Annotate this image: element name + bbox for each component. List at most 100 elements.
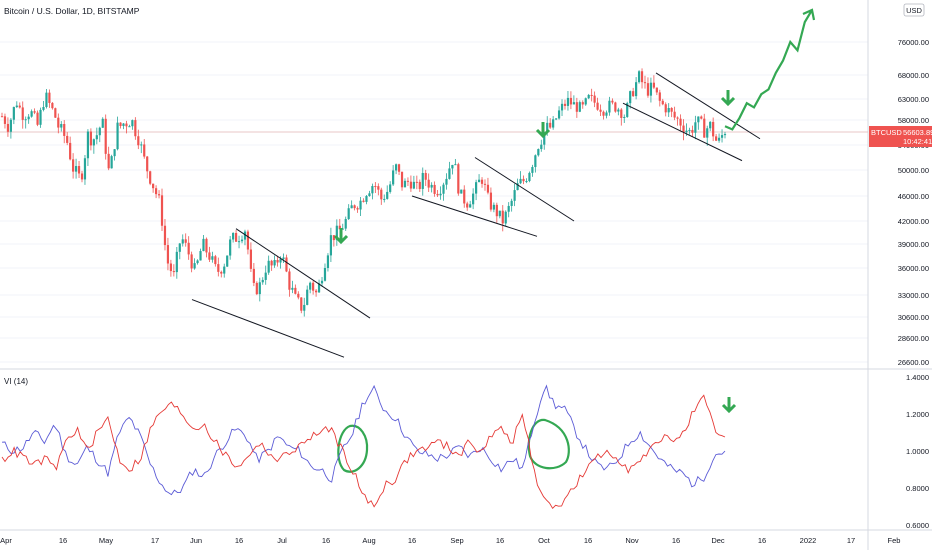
candle xyxy=(442,182,445,201)
candle xyxy=(720,129,724,143)
candle xyxy=(394,163,398,175)
vi-axis[interactable]: 0.6000 0.8000 1.0000 1.2000 1.4000 xyxy=(906,373,929,530)
candle xyxy=(98,126,101,143)
channel-upper-line[interactable] xyxy=(474,157,575,222)
candlestick-series[interactable] xyxy=(0,68,727,317)
price-tick-label: 58000.00 xyxy=(898,116,929,125)
candle xyxy=(430,182,433,193)
candle xyxy=(39,107,42,128)
candle xyxy=(54,107,57,118)
candle xyxy=(368,190,371,197)
candle xyxy=(291,280,294,294)
candle xyxy=(0,112,4,118)
candle xyxy=(125,120,128,134)
projection-arrow-line[interactable] xyxy=(724,9,813,131)
candle xyxy=(30,109,33,118)
candle xyxy=(534,154,537,173)
candle xyxy=(386,185,389,200)
candle xyxy=(51,102,54,110)
candle xyxy=(193,258,196,270)
vi-tick-label: 0.6000 xyxy=(906,521,929,530)
candle xyxy=(596,97,599,111)
vi-plus-line[interactable] xyxy=(1,384,726,496)
candle xyxy=(226,255,229,268)
candle xyxy=(424,169,427,186)
time-axis[interactable]: Apr 16 May 17 Jun 16 Jul 16 Aug 16 Sep 16 Oct 16 Nov 16… xyxy=(0,536,900,545)
candle xyxy=(258,277,261,302)
candle xyxy=(682,119,685,141)
price-tick-label: 26600.00 xyxy=(898,358,929,367)
candle xyxy=(572,95,575,105)
currency-label: USD xyxy=(906,6,922,15)
trend-channel-lines[interactable] xyxy=(191,72,761,358)
candle xyxy=(389,181,392,194)
candle xyxy=(232,232,235,243)
candle xyxy=(549,118,552,129)
vi-minus-line[interactable] xyxy=(1,394,726,510)
candle xyxy=(569,91,573,110)
candle xyxy=(208,246,211,262)
candle xyxy=(312,280,315,295)
candle xyxy=(137,129,140,150)
candle xyxy=(635,77,638,100)
candle xyxy=(581,100,584,109)
candle xyxy=(637,70,641,84)
candle xyxy=(234,229,238,242)
time-tick-label: Feb xyxy=(888,536,901,545)
candle xyxy=(480,177,484,188)
candle xyxy=(593,91,596,108)
candle xyxy=(341,223,344,230)
channel-upper-line[interactable] xyxy=(235,228,371,319)
vortex-indicator-lines[interactable] xyxy=(1,384,726,510)
price-tick-label: 46000.00 xyxy=(898,192,929,201)
candle xyxy=(154,185,158,199)
candle xyxy=(406,177,410,186)
candle xyxy=(184,233,187,247)
currency-button[interactable]: USD xyxy=(903,3,925,17)
indicator-label[interactable]: VI (14) xyxy=(4,377,28,386)
candle xyxy=(190,251,193,273)
candle xyxy=(673,106,676,121)
price-tag-value: 56603.89 xyxy=(903,128,932,137)
candle xyxy=(563,99,567,110)
candle xyxy=(409,175,413,192)
candle xyxy=(469,200,472,208)
channel-lower-line[interactable] xyxy=(411,195,538,237)
channel-lower-line[interactable] xyxy=(191,299,345,358)
candle xyxy=(486,177,490,195)
candle xyxy=(101,117,104,128)
channel-lower-line[interactable] xyxy=(622,102,743,162)
candle xyxy=(436,190,439,198)
candle xyxy=(646,77,650,98)
candle xyxy=(122,122,125,130)
time-tick-label: Sep xyxy=(450,536,463,545)
candle xyxy=(575,97,578,118)
time-tick-label: May xyxy=(99,536,113,545)
candle xyxy=(15,101,18,109)
candle xyxy=(9,117,12,139)
candle xyxy=(92,138,95,154)
candle xyxy=(519,171,522,185)
candle xyxy=(700,115,703,120)
time-tick-label: Nov xyxy=(625,536,639,545)
candle xyxy=(667,103,670,117)
candle xyxy=(365,194,368,205)
candle xyxy=(676,116,679,126)
candle xyxy=(196,259,199,265)
horizontal-gridlines xyxy=(0,41,868,363)
candle xyxy=(95,127,98,145)
candle xyxy=(477,174,481,183)
candle xyxy=(270,259,273,271)
candle xyxy=(377,183,380,196)
candle xyxy=(128,124,131,128)
symbol-title[interactable]: Bitcoin / U.S. Dollar, 1D, BITSTAMP xyxy=(4,6,140,16)
candle xyxy=(703,113,706,138)
crossover-circle xyxy=(527,418,570,470)
candle xyxy=(69,136,72,161)
candle xyxy=(445,173,448,190)
candle xyxy=(166,237,170,271)
candle xyxy=(335,219,338,246)
channel-upper-line[interactable] xyxy=(655,72,761,140)
